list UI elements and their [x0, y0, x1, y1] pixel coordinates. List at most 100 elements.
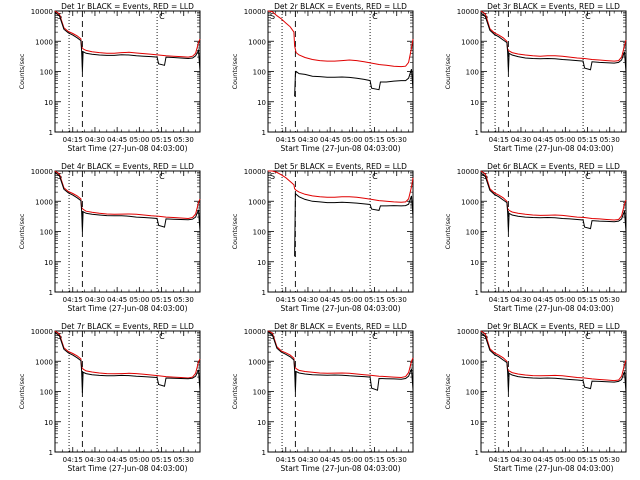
x-tick-label: 05:00	[555, 136, 575, 144]
x-tick-label: 04:30	[511, 296, 531, 304]
series-lld-line	[54, 170, 201, 220]
y-tick-label: 1000	[248, 198, 266, 206]
y-tick-label: 100	[253, 69, 266, 77]
y-tick-label: 100	[40, 389, 53, 397]
y-tick-label: 10	[257, 99, 266, 107]
plot-frame	[480, 10, 627, 133]
y-tick-label: 1	[262, 449, 266, 457]
x-tick-label: 04:45	[533, 296, 553, 304]
x-tick-label: 04:15	[489, 136, 509, 144]
y-tick-label: 10000	[457, 168, 479, 176]
x-tick-label: 05:00	[342, 136, 362, 144]
x-tick-label: 05:15	[364, 136, 384, 144]
chart-panel-4: Det 4r BLACK = Events, RED = LLD 1 10 100 10…	[18, 162, 201, 313]
y-axis-label: Counts/sec	[18, 373, 26, 409]
chart-title: Det 2r BLACK = Events, RED = LLD	[274, 2, 407, 11]
x-tick-label: 04:15	[63, 456, 83, 464]
y-axis-label: Counts/sec	[444, 373, 452, 409]
x-axis-label: Start Time (27-Jun-08 04:03:00)	[68, 304, 188, 313]
chart-title: Det 1r BLACK = Events, RED = LLD	[61, 2, 194, 11]
x-tick-label: 05:30	[174, 136, 194, 144]
series-events-line	[480, 332, 627, 393]
y-tick-label: 10	[257, 259, 266, 267]
x-tick-label: 05:00	[129, 456, 149, 464]
series-lld-line	[268, 170, 414, 203]
corner-mark-right: C	[585, 172, 591, 181]
y-axis-label: Counts/sec	[231, 213, 239, 249]
chart-title: Det 6r BLACK = Events, RED = LLD	[487, 162, 620, 171]
x-tick-label: 05:30	[387, 456, 407, 464]
chart-panel-6: Det 6r BLACK = Events, RED = LLD 1 10 100 10…	[444, 162, 627, 313]
chart-panel-7: Det 7r BLACK = Events, RED = LLD 1 10 100 10…	[18, 322, 201, 473]
y-tick-label: 1000	[461, 358, 479, 366]
series-events-line	[54, 11, 201, 72]
corner-mark-left: S	[270, 12, 275, 21]
y-tick-label: 100	[40, 229, 53, 237]
x-tick-label: 04:15	[63, 296, 83, 304]
y-tick-label: 1	[49, 289, 53, 297]
chart-title: Det 3r BLACK = Events, RED = LLD	[487, 2, 620, 11]
y-tick-label: 100	[253, 229, 266, 237]
series-lld-line	[480, 330, 627, 382]
x-tick-label: 05:15	[151, 136, 171, 144]
chart-panel-8: Det 8r BLACK = Events, RED = LLD 1 10 100 10…	[231, 322, 414, 473]
y-tick-label: 1000	[248, 38, 266, 46]
y-tick-label: 10000	[31, 8, 53, 16]
y-axis-label: Counts/sec	[18, 53, 26, 89]
y-tick-label: 1000	[461, 198, 479, 206]
y-tick-label: 10000	[31, 328, 53, 336]
x-tick-label: 05:00	[555, 456, 575, 464]
x-tick-label: 05:30	[600, 296, 620, 304]
corner-mark-right: C	[159, 332, 165, 341]
y-tick-label: 1	[49, 449, 53, 457]
chart-title: Det 4r BLACK = Events, RED = LLD	[61, 162, 194, 171]
x-tick-label: 04:15	[276, 136, 296, 144]
corner-mark-left: S	[270, 172, 275, 181]
y-tick-label: 10000	[457, 8, 479, 16]
x-axis-label: Start Time (27-Jun-08 04:03:00)	[68, 144, 188, 153]
x-axis-label: Start Time (27-Jun-08 04:03:00)	[281, 304, 401, 313]
y-tick-label: 10	[44, 259, 53, 267]
series-events-line	[54, 171, 201, 232]
y-tick-label: 1000	[461, 38, 479, 46]
x-axis-label: Start Time (27-Jun-08 04:03:00)	[494, 144, 614, 153]
x-axis-label: Start Time (27-Jun-08 04:03:00)	[68, 464, 188, 473]
chart-panel-5: Det 5r BLACK = Events, RED = LLD 1 10 100 10…	[231, 162, 414, 313]
x-tick-label: 04:15	[276, 296, 296, 304]
y-tick-label: 100	[466, 69, 479, 77]
y-tick-label: 1000	[35, 198, 53, 206]
x-tick-label: 05:15	[577, 136, 597, 144]
series-lld-line	[480, 170, 627, 221]
chart-panel-2: Det 2r BLACK = Events, RED = LLD 1 10 100 10…	[231, 2, 414, 153]
x-tick-label: 05:30	[174, 456, 194, 464]
corner-mark-right: C	[585, 12, 591, 21]
x-tick-label: 04:15	[489, 296, 509, 304]
corner-mark-right: C	[372, 332, 378, 341]
plot-frame	[54, 10, 201, 133]
x-tick-label: 04:45	[107, 456, 127, 464]
x-axis-label: Start Time (27-Jun-08 04:03:00)	[281, 464, 401, 473]
series-lld-line	[54, 10, 201, 58]
y-tick-label: 10000	[31, 168, 53, 176]
x-tick-label: 04:30	[298, 296, 318, 304]
series-lld-line	[480, 10, 627, 62]
chart-title: Det 9r BLACK = Events, RED = LLD	[487, 322, 620, 331]
series-lld-line	[54, 330, 201, 379]
x-tick-label: 04:30	[85, 296, 105, 304]
x-tick-label: 04:30	[85, 456, 105, 464]
x-tick-label: 05:00	[129, 136, 149, 144]
plot-frame	[267, 330, 414, 453]
x-tick-label: 04:30	[298, 136, 318, 144]
x-tick-label: 04:45	[320, 136, 340, 144]
x-tick-label: 05:15	[151, 456, 171, 464]
y-axis-label: Counts/sec	[18, 213, 26, 249]
x-tick-label: 05:15	[577, 296, 597, 304]
series-events-line	[294, 192, 414, 257]
y-tick-label: 1000	[35, 358, 53, 366]
x-tick-label: 05:00	[555, 296, 575, 304]
y-tick-label: 1	[475, 449, 479, 457]
plot-frame	[267, 170, 414, 293]
y-tick-label: 10000	[244, 8, 266, 16]
chart-title: Det 5r BLACK = Events, RED = LLD	[274, 162, 407, 171]
chart-panel-1: Det 1r BLACK = Events, RED = LLD 1 10 100 10…	[18, 2, 201, 153]
